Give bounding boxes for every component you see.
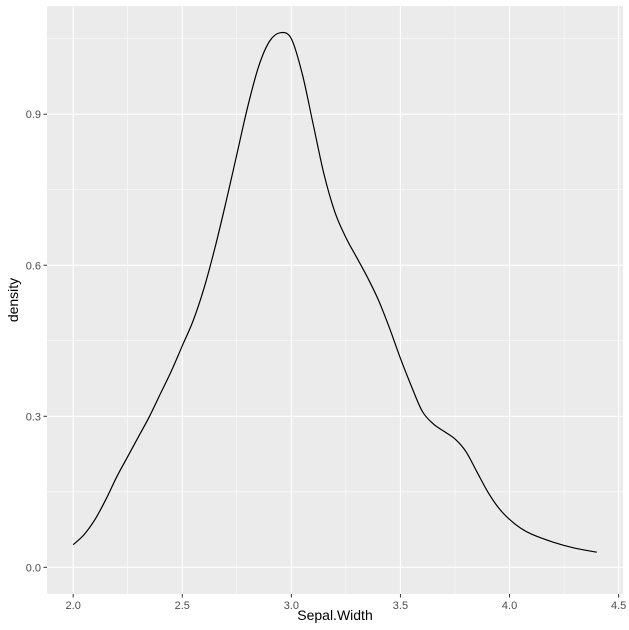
y-tick-label: 0.6 <box>26 260 41 272</box>
x-tick-label: 2.5 <box>175 600 190 612</box>
y-tick-label: 0.0 <box>26 562 41 574</box>
density-curve <box>72 31 597 553</box>
y-axis-ticks: 0.0 0.3 0.6 0.9 <box>26 109 47 574</box>
x-tick-label: 4.5 <box>611 600 626 612</box>
y-tick-label: 0.3 <box>26 411 41 423</box>
major-gridlines <box>47 6 623 594</box>
minor-gridlines <box>47 6 623 594</box>
x-tick-label: 3.5 <box>393 600 408 612</box>
y-tick-label: 0.9 <box>26 109 41 121</box>
x-tick-label: 2.0 <box>66 600 81 612</box>
x-tick-label: 3.0 <box>284 600 299 612</box>
y-axis-title: density <box>5 278 21 322</box>
plot-panel <box>47 6 623 594</box>
x-axis-ticks: 2.0 2.5 3.0 3.5 4.0 4.5 <box>66 594 626 612</box>
x-axis-title: Sepal.Width <box>297 607 372 623</box>
x-tick-label: 4.0 <box>502 600 517 612</box>
